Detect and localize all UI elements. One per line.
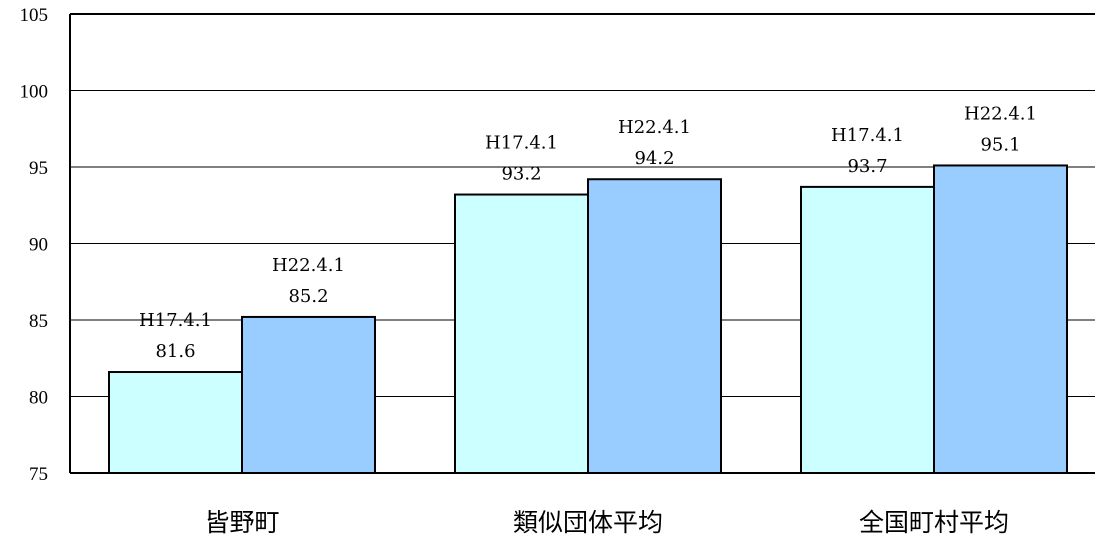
bar-date-label: H17.4.1 — [485, 133, 558, 154]
y-tick-label: 95 — [29, 158, 48, 179]
bar-value-label: 94.2 — [634, 148, 674, 169]
y-tick-label: 100 — [20, 82, 49, 103]
bar — [454, 193, 589, 474]
category-label: 類似団体平均 — [513, 508, 663, 535]
plot-frame — [69, 13, 1095, 474]
y-axis-ticks: 105 100 95 90 85 80 75 — [20, 5, 49, 485]
bar-value-label: 81.6 — [155, 341, 195, 362]
bar — [800, 185, 935, 474]
y-tick-label: 105 — [20, 5, 49, 26]
bar-date-label: H17.4.1 — [139, 310, 212, 331]
bar-value-label: 85.2 — [288, 286, 328, 307]
data-labels: H17.4.1 81.6 H22.4.1 85.2 H17.4.1 93.2 H… — [139, 103, 1037, 362]
bar — [241, 315, 376, 474]
bar — [587, 178, 722, 475]
bar-value-label: 93.2 — [501, 164, 541, 185]
y-tick-label: 90 — [29, 235, 48, 256]
y-tick-label: 80 — [29, 388, 48, 409]
bar-value-label: 95.1 — [980, 134, 1020, 155]
category-label: 全国町村平均 — [859, 508, 1009, 535]
bar-date-label: H17.4.1 — [831, 125, 904, 146]
bar-date-label: H22.4.1 — [618, 117, 691, 138]
bar-date-label: H22.4.1 — [964, 103, 1037, 124]
bars — [108, 164, 1068, 475]
bar-date-label: H22.4.1 — [272, 255, 345, 276]
y-tick-label: 75 — [29, 464, 48, 485]
bar-value-label: 93.7 — [847, 156, 887, 177]
y-tick-label: 85 — [29, 311, 48, 332]
category-label: 皆野町 — [204, 508, 279, 535]
bar — [108, 371, 243, 474]
x-axis-categories: 皆野町 類似団体平均 全国町村平均 — [204, 508, 1009, 535]
bar — [933, 164, 1068, 474]
